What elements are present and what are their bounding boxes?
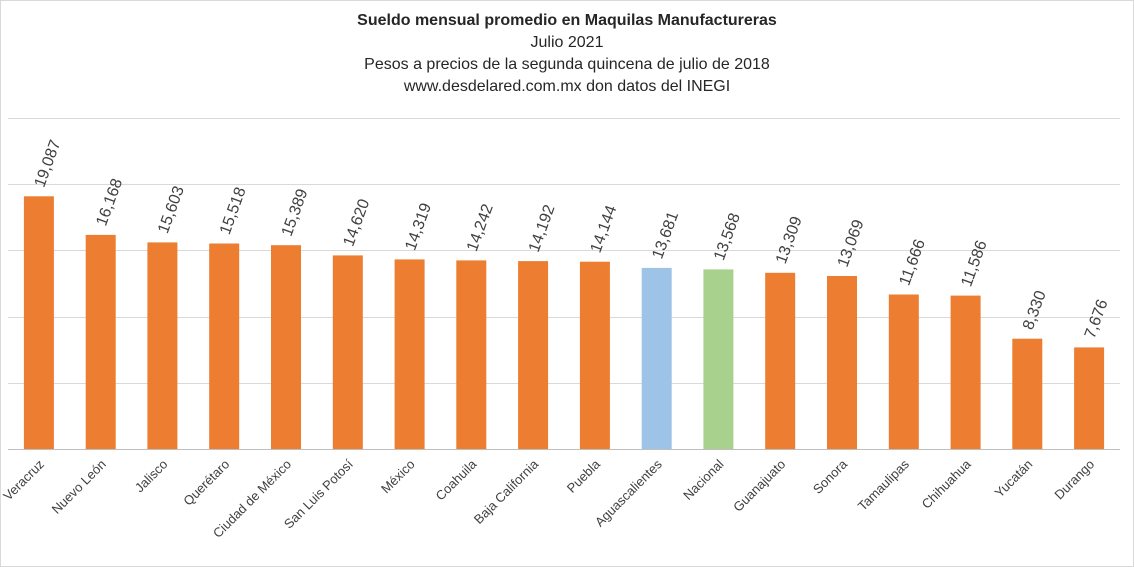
data-label: 13,309 <box>773 214 806 266</box>
data-label: 8,330 <box>1020 289 1050 333</box>
chart-subtitle-units: Pesos a precios de la segunda quincena d… <box>364 56 770 73</box>
chart-titles: Sueldo mensual promedio en Maquilas Manu… <box>0 10 1134 98</box>
data-label: 13,069 <box>835 217 868 269</box>
data-label: 11,586 <box>958 238 990 289</box>
bar <box>579 261 610 449</box>
bar <box>888 294 919 449</box>
chart-subtitle-source: www.desdelared.com.mx don datos del INEG… <box>403 78 731 95</box>
category-label: Veracruz <box>0 457 47 504</box>
data-label: 14,242 <box>464 202 497 254</box>
chart-title: Sueldo mensual promedio en Maquilas Manu… <box>357 12 777 29</box>
category-label: Nuevo León <box>49 457 109 517</box>
category-label: Durango <box>1051 457 1097 503</box>
bar <box>456 260 487 449</box>
data-label: 14,620 <box>341 197 374 249</box>
category-label: Coahuila <box>433 456 480 503</box>
data-label: 14,144 <box>588 203 621 255</box>
bar <box>1074 347 1105 449</box>
data-label: 19,087 <box>32 138 65 190</box>
category-label: Jalisco <box>132 457 171 496</box>
data-label: 14,192 <box>526 203 559 255</box>
bar <box>641 267 672 449</box>
bar <box>950 295 981 449</box>
category-label: Baja California <box>471 456 542 527</box>
chart-subtitle-date: Julio 2021 <box>530 34 604 51</box>
bar <box>394 259 425 449</box>
category-label: Nacional <box>680 456 726 502</box>
bar <box>271 245 301 449</box>
data-label: 15,603 <box>155 184 188 236</box>
category-label: Puebla <box>564 456 604 496</box>
data-label: 13,568 <box>711 211 744 263</box>
data-label: 15,518 <box>217 185 250 237</box>
category-label: Tamaulipas <box>855 456 912 513</box>
category-label: Querétaro <box>180 457 232 509</box>
category-label: Chihuahua <box>919 456 975 512</box>
bar <box>1012 338 1043 449</box>
data-label: 7,676 <box>1082 297 1112 341</box>
bar <box>23 196 54 449</box>
category-label: Guanajuato <box>730 457 788 515</box>
bar <box>703 269 734 449</box>
data-label: 11,666 <box>897 237 929 288</box>
bar <box>332 255 363 449</box>
category-label: Sonora <box>810 456 851 497</box>
bar <box>85 234 116 449</box>
category-label: México <box>378 457 418 497</box>
bar <box>518 261 549 449</box>
bar <box>765 272 796 449</box>
bar <box>209 243 240 449</box>
bar <box>827 276 857 449</box>
bar <box>147 242 178 449</box>
category-label: Yucatán <box>992 457 1036 501</box>
data-label: 15,389 <box>279 187 312 239</box>
data-label: 13,681 <box>649 209 682 261</box>
data-label: 14,319 <box>402 201 435 253</box>
